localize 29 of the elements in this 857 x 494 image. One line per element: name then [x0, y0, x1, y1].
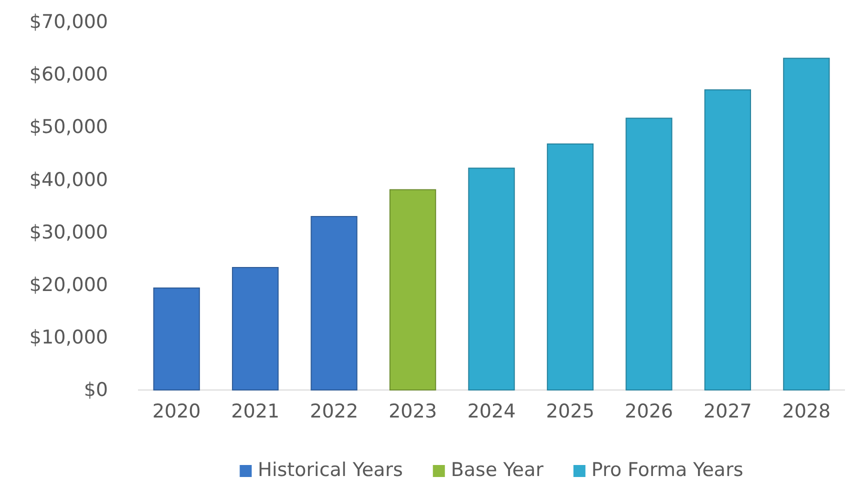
x-tick-label: 2023: [388, 400, 437, 422]
x-tick-label: 2021: [231, 400, 280, 422]
legend-label: Base Year: [450, 459, 544, 481]
x-tick-label: 2026: [624, 400, 674, 422]
bar: [153, 288, 200, 390]
x-tick-label: 2024: [467, 400, 516, 422]
legend-label: Historical Years: [258, 459, 403, 481]
y-tick-label: $10,000: [29, 326, 108, 349]
bar: [310, 216, 358, 390]
bar: [704, 89, 752, 390]
bar: [546, 143, 594, 390]
y-tick-label: $70,000: [29, 11, 108, 34]
bar: [626, 118, 672, 390]
y-tick-label: $60,000: [29, 64, 108, 86]
y-tick-label: $40,000: [29, 168, 108, 191]
y-tick-label: $0: [84, 379, 108, 402]
bar: [468, 168, 515, 390]
x-tick-label: 2027: [704, 400, 752, 422]
y-tick-label: $20,000: [29, 274, 108, 296]
y-tick-label: $50,000: [29, 116, 108, 138]
y-tick-label: $30,000: [29, 221, 108, 244]
bar: [783, 58, 830, 390]
x-tick-label: 2022: [310, 400, 358, 422]
bar: [232, 267, 279, 390]
x-tick-label: 2028: [782, 400, 831, 422]
legend-label: Pro Forma Years: [591, 459, 744, 481]
bar: [389, 189, 436, 390]
x-tick-label: 2025: [546, 400, 594, 422]
x-tick-label: 2020: [152, 400, 201, 422]
